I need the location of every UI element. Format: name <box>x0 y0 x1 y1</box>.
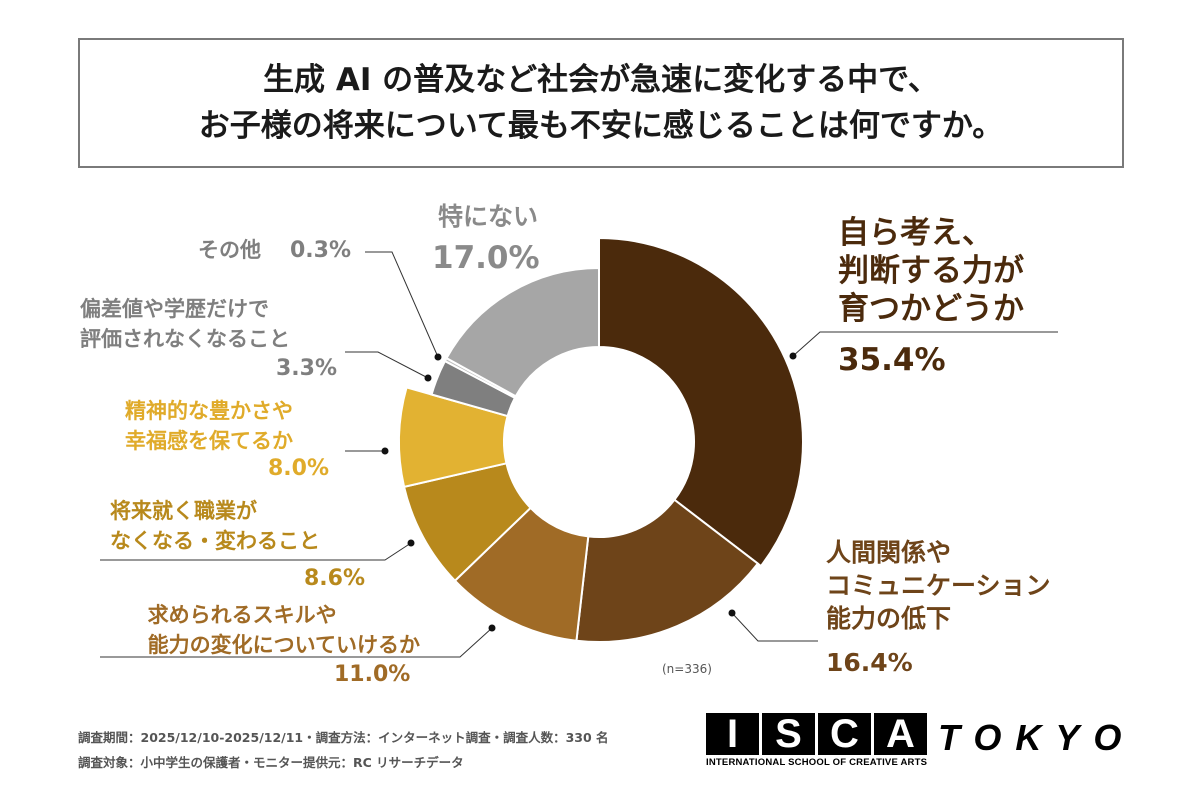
sample-size-note: (n=336) <box>662 662 712 676</box>
label-slice-5: 偏差値や学歴だけで 評価されなくなること <box>80 294 290 354</box>
leader-line-2 <box>100 627 493 658</box>
logo-letter: A <box>874 712 927 756</box>
title-line-1: 生成 AI の普及など社会が急速に変化する中で、 <box>263 62 939 98</box>
donut-slice-7 <box>445 266 600 398</box>
leader-dot-1 <box>728 609 736 617</box>
donut-slice-0 <box>598 236 804 568</box>
leader-dot-5 <box>424 374 432 382</box>
leader-line-5 <box>345 351 429 379</box>
logo-tokyo: TOKYO <box>938 717 1136 758</box>
label-line: 育つかどうか <box>838 291 1024 327</box>
logo-letter: C <box>818 712 871 756</box>
label-slice-2: 求められるスキルや 能力の変化についていけるか <box>148 600 420 660</box>
footer-line-2: 調査対象：小中学生の保護者・モニター提供元：RC リサーチデータ <box>78 755 464 770</box>
label-line: 求められるスキルや <box>147 603 337 627</box>
leader-dot-0 <box>789 352 797 360</box>
label-line: 将来就く職業が <box>110 499 257 523</box>
label-slice-1: 人間関係や コミュニケーション 能力の低下 <box>826 536 1051 635</box>
label-slice-6: その他 <box>198 238 261 262</box>
label-line: 精神的な豊かさや <box>125 399 293 423</box>
label-line: 人間関係や <box>826 538 952 567</box>
value-slice-6: 0.3% <box>290 238 352 263</box>
label-line: 能力の低下 <box>826 604 952 633</box>
leader-line-0 <box>792 331 1058 357</box>
value-slice-3: 8.6% <box>304 566 366 591</box>
label-line: コミュニケーション <box>826 571 1051 600</box>
isca-tokyo-logo: I S C A TOKYO INTERNATIONAL SCHOOL OF CR… <box>706 712 1121 768</box>
title-line-2: お子様の将来について最も不安に感じることは何ですか。 <box>198 108 1004 144</box>
leader-dot-2 <box>488 624 496 632</box>
value-slice-5: 3.3% <box>276 356 338 381</box>
logo-subtitle: INTERNATIONAL SCHOOL OF CREATIVE ARTS <box>706 757 928 768</box>
value-slice-4: 8.0% <box>268 456 330 481</box>
label-line: なくなる・変わること <box>110 529 320 553</box>
label-line: 評価されなくなること <box>80 327 290 351</box>
value-slice-0: 35.4% <box>838 342 946 378</box>
label-line: 幸福感を保てるか <box>125 429 293 453</box>
label-line: 自ら考え、 <box>838 215 993 251</box>
leader-line-6 <box>365 251 439 358</box>
label-slice-4: 精神的な豊かさや 幸福感を保てるか <box>125 396 293 456</box>
logo-letter: I <box>706 712 759 756</box>
value-slice-2: 11.0% <box>334 662 411 687</box>
donut-slice-1 <box>575 498 760 643</box>
leader-dot-3 <box>407 539 415 547</box>
value-slice-7: 17.0% <box>432 240 540 276</box>
label-line: 判断する力が <box>838 253 1024 289</box>
leader-line-1 <box>731 612 818 642</box>
label-slice-0: 自ら考え、 判断する力が 育つかどうか <box>838 214 1024 328</box>
value-slice-1: 16.4% <box>826 648 913 677</box>
label-slice-7: 特にない <box>438 202 539 231</box>
donut-slice-4 <box>398 386 509 489</box>
leader-dot-4 <box>381 447 389 455</box>
label-line: 能力の変化についていけるか <box>147 633 420 657</box>
footer-line-1: 調査期間：2025/12/10-2025/12/11・調査方法：インターネット調… <box>78 730 609 745</box>
label-slice-3: 将来就く職業が なくなる・変わること <box>110 496 320 556</box>
leader-dot-6 <box>434 353 442 361</box>
leader-line-3 <box>100 542 412 561</box>
logo-letter: S <box>762 712 815 756</box>
label-line: 偏差値や学歴だけで <box>80 297 269 321</box>
question-title-box: 生成 AI の普及など社会が急速に変化する中で、 お子様の将来について最も不安に… <box>78 38 1124 168</box>
